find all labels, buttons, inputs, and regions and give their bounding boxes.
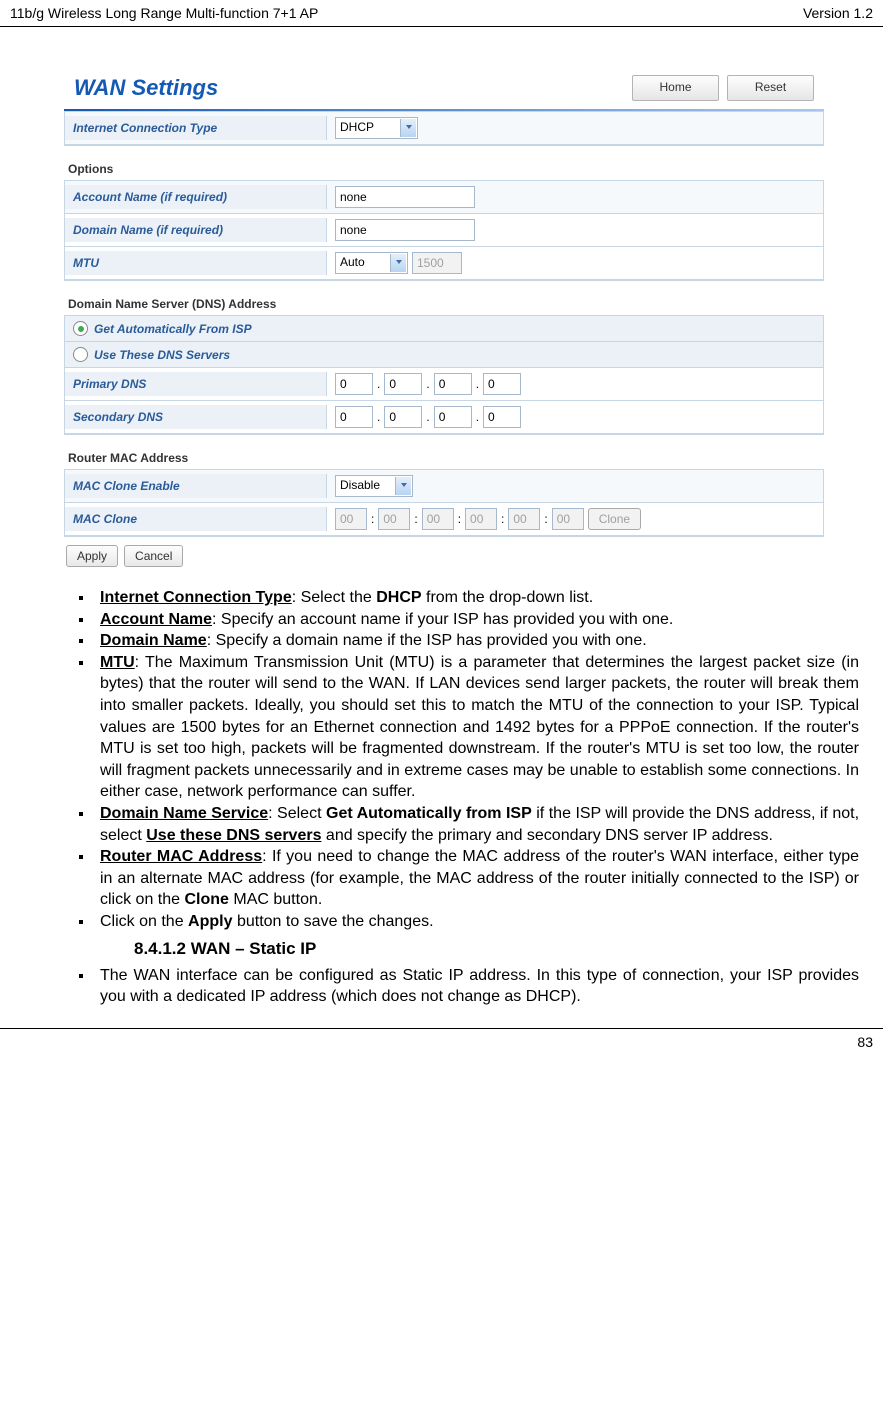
mtu-mode-select[interactable]: Auto [335, 252, 408, 274]
mac-1 [335, 508, 367, 530]
mac-2 [378, 508, 410, 530]
pdns-3[interactable] [434, 373, 472, 395]
bullet-list-2: The WAN interface can be configured as S… [24, 965, 859, 1008]
row-mac-clone: MAC Clone : : : : : Clone [64, 503, 824, 536]
row-account: Account Name (if required) [64, 180, 824, 214]
row-secondary-dns: Secondary DNS . . . [64, 401, 824, 434]
mac-enable-select[interactable]: Disable [335, 475, 413, 497]
options-section-label: Options [64, 146, 824, 180]
home-button[interactable]: Home [632, 75, 719, 101]
row-conn-type: Internet Connection Type DHCP [64, 111, 824, 145]
pdns-4[interactable] [483, 373, 521, 395]
bullet-domain: Domain Name: Specify a domain name if th… [94, 630, 859, 652]
sdns-label: Secondary DNS [65, 405, 327, 429]
domain-input[interactable] [335, 219, 475, 241]
sdns-2[interactable] [384, 406, 422, 428]
page-footer: 83 [0, 1028, 883, 1055]
mtu-label: MTU [65, 251, 327, 275]
dns-auto-row[interactable]: Get Automatically From ISP [64, 315, 824, 342]
apply-button[interactable]: Apply [66, 545, 118, 567]
bullet-apply: Click on the Apply button to save the ch… [94, 911, 859, 933]
dns-use-row[interactable]: Use These DNS Servers [64, 342, 824, 368]
bullet-mac: Router MAC Address: If you need to chang… [94, 846, 859, 911]
domain-label: Domain Name (if required) [65, 218, 327, 242]
mac-3 [422, 508, 454, 530]
dns-section-label: Domain Name Server (DNS) Address [64, 281, 824, 315]
mac-clone-label: MAC Clone [65, 507, 327, 531]
bullet-dns: Domain Name Service: Select Get Automati… [94, 803, 859, 846]
reset-button[interactable]: Reset [727, 75, 814, 101]
pdns-2[interactable] [384, 373, 422, 395]
mac-5 [508, 508, 540, 530]
row-mac-enable: MAC Clone Enable Disable [64, 469, 824, 503]
radio-checked-icon [73, 321, 88, 336]
sdns-4[interactable] [483, 406, 521, 428]
page-number: 83 [857, 1034, 873, 1050]
mac-enable-label: MAC Clone Enable [65, 474, 327, 498]
account-input[interactable] [335, 186, 475, 208]
bullet-mtu: MTU: The Maximum Transmission Unit (MTU)… [94, 652, 859, 803]
action-row: Apply Cancel [64, 537, 824, 567]
content: WAN Settings Home Reset Internet Connect… [0, 27, 883, 1008]
sdns-3[interactable] [434, 406, 472, 428]
mac-4 [465, 508, 497, 530]
wan-title-bar: WAN Settings Home Reset [64, 67, 824, 109]
radio-unchecked-icon [73, 347, 88, 362]
wan-title: WAN Settings [74, 75, 218, 101]
dns-use-label: Use These DNS Servers [94, 348, 230, 362]
wan-buttons: Home Reset [632, 75, 814, 101]
header-left: 11b/g Wireless Long Range Multi-function… [10, 5, 318, 21]
wan-settings-panel: WAN Settings Home Reset Internet Connect… [64, 67, 824, 567]
row-mtu: MTU Auto [64, 247, 824, 280]
sdns-1[interactable] [335, 406, 373, 428]
dns-auto-label: Get Automatically From ISP [94, 322, 252, 336]
bullet-static: The WAN interface can be configured as S… [94, 965, 859, 1008]
pdns-label: Primary DNS [65, 372, 327, 396]
heading-8412: 8.4.1.2 WAN – Static IP [134, 939, 859, 959]
bullet-list: Internet Connection Type: Select the DHC… [24, 587, 859, 933]
row-primary-dns: Primary DNS . . . [64, 368, 824, 401]
conn-type-label: Internet Connection Type [65, 116, 327, 140]
page-header: 11b/g Wireless Long Range Multi-function… [0, 0, 883, 27]
account-label: Account Name (if required) [65, 185, 327, 209]
header-right: Version 1.2 [803, 5, 873, 21]
mac-section-label: Router MAC Address [64, 435, 824, 469]
clone-button: Clone [588, 508, 641, 530]
pdns-1[interactable] [335, 373, 373, 395]
conn-type-select[interactable]: DHCP [335, 117, 418, 139]
bullet-conn-type: Internet Connection Type: Select the DHC… [94, 587, 859, 609]
mtu-value-input [412, 252, 462, 274]
bullet-account: Account Name: Specify an account name if… [94, 609, 859, 631]
mac-6 [552, 508, 584, 530]
cancel-button[interactable]: Cancel [124, 545, 183, 567]
row-domain: Domain Name (if required) [64, 214, 824, 247]
